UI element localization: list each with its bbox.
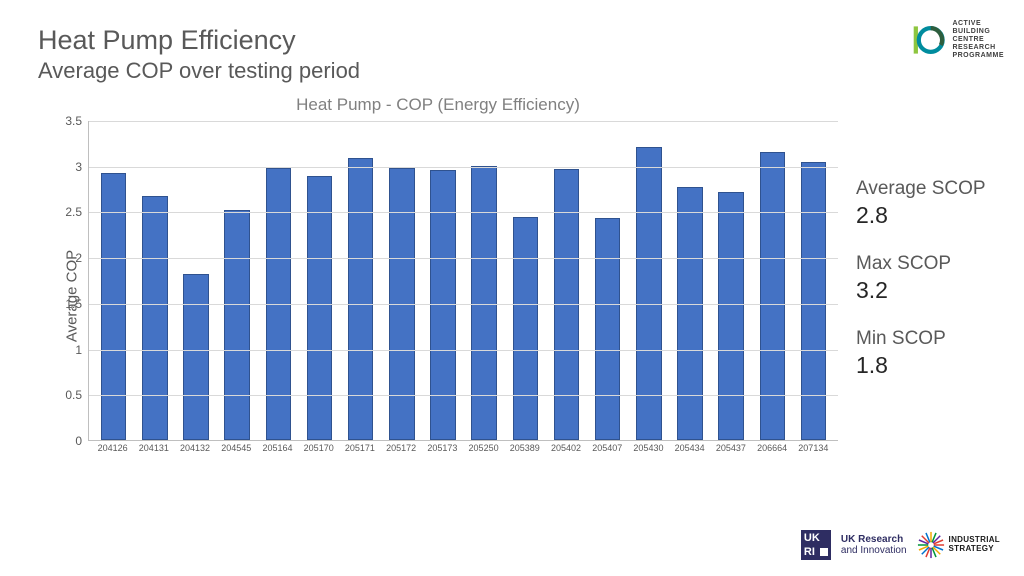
y-tick: 3.5 [65, 114, 82, 128]
stat-max: Max SCOP 3.2 [856, 253, 986, 304]
abc-logo-text: ACTIVE BUILDING CENTRE RESEARCH PROGRAMM… [952, 20, 1004, 60]
stat-max-value: 3.2 [856, 277, 986, 304]
bar [307, 176, 333, 440]
x-label: 204126 [92, 443, 133, 453]
gridline [89, 167, 838, 168]
x-label: 205402 [545, 443, 586, 453]
gridline [89, 121, 838, 122]
bar [801, 162, 827, 440]
x-label: 204131 [133, 443, 174, 453]
bar [760, 152, 786, 440]
bar [718, 192, 744, 440]
bar-slot [711, 121, 752, 440]
stats-panel: Average SCOP 2.8 Max SCOP 3.2 Min SCOP 1… [856, 178, 986, 403]
y-tick: 2.5 [65, 205, 82, 219]
bar [183, 274, 209, 440]
bar-slot [93, 121, 134, 440]
x-label: 205430 [628, 443, 669, 453]
y-tick: 2 [75, 251, 82, 265]
bar-slot [134, 121, 175, 440]
y-tick: 3 [75, 160, 82, 174]
x-label: 206664 [752, 443, 793, 453]
bar-slot [505, 121, 546, 440]
bar [595, 218, 621, 440]
bar [348, 158, 374, 441]
y-tick: 0 [75, 434, 82, 448]
stat-min: Min SCOP 1.8 [856, 328, 986, 379]
ukri-logo-text: UK Research and Innovation [841, 534, 907, 556]
y-tick: 1 [75, 343, 82, 357]
page-title: Heat Pump Efficiency [38, 24, 360, 56]
footer-logos: UK Research and Innovation INDUSTRIAL ST… [801, 530, 1000, 560]
x-label: 204132 [174, 443, 215, 453]
gridline [89, 212, 838, 213]
bar [430, 170, 456, 440]
x-label: 205170 [298, 443, 339, 453]
logo-active-building: ACTIVE BUILDING CENTRE RESEARCH PROGRAMM… [912, 20, 1004, 60]
stat-average: Average SCOP 2.8 [856, 178, 986, 229]
x-label: 205172 [381, 443, 422, 453]
gridline [89, 304, 838, 305]
bar-slot [793, 121, 834, 440]
gridline [89, 350, 838, 351]
bar [224, 210, 250, 440]
bar-slot [587, 121, 628, 440]
stat-min-label: Min SCOP [856, 328, 986, 350]
bar [513, 217, 539, 440]
industrial-strategy-logo: INDUSTRIAL STRATEGY [917, 531, 1000, 559]
bar-slot [628, 121, 669, 440]
page-subtitle: Average COP over testing period [38, 58, 360, 84]
bar-slot [381, 121, 422, 440]
abc-logo-mark [912, 23, 946, 57]
x-label: 207134 [793, 443, 834, 453]
x-label: 205171 [339, 443, 380, 453]
x-label: 205164 [257, 443, 298, 453]
bar [677, 187, 703, 440]
bar-slot [340, 121, 381, 440]
bar [142, 196, 168, 440]
y-ticks: 00.511.522.533.5 [38, 121, 88, 441]
industrial-strategy-text: INDUSTRIAL STRATEGY [949, 536, 1000, 554]
gridline [89, 395, 838, 396]
x-label: 205437 [710, 443, 751, 453]
x-label: 205389 [504, 443, 545, 453]
bars-group [89, 121, 838, 440]
x-label: 205434 [669, 443, 710, 453]
industrial-strategy-mark [917, 531, 945, 559]
x-label: 205250 [463, 443, 504, 453]
stat-min-value: 1.8 [856, 352, 986, 379]
bar-slot [422, 121, 463, 440]
stat-average-label: Average SCOP [856, 178, 986, 200]
bar-slot [546, 121, 587, 440]
bar-slot [217, 121, 258, 440]
bar-slot [258, 121, 299, 440]
plot-area [88, 121, 838, 441]
bar-slot [669, 121, 710, 440]
stat-max-label: Max SCOP [856, 253, 986, 275]
bar-slot [175, 121, 216, 440]
stat-average-value: 2.8 [856, 202, 986, 229]
bar-slot [752, 121, 793, 440]
bar-slot [299, 121, 340, 440]
bar-slot [464, 121, 505, 440]
gridline [89, 258, 838, 259]
chart-body: Average COP 00.511.522.533.5 20412620413… [38, 121, 838, 471]
ukri-logo-mark [801, 530, 831, 560]
y-tick: 1.5 [65, 297, 82, 311]
x-labels: 2041262041312041322045452051642051702051… [88, 443, 838, 453]
y-tick: 0.5 [65, 388, 82, 402]
x-label: 205173 [422, 443, 463, 453]
header: Heat Pump Efficiency Average COP over te… [38, 24, 360, 84]
x-label: 205407 [587, 443, 628, 453]
chart-container: Heat Pump - COP (Energy Efficiency) Aver… [38, 95, 838, 485]
x-label: 204545 [216, 443, 257, 453]
chart-title: Heat Pump - COP (Energy Efficiency) [38, 95, 838, 115]
